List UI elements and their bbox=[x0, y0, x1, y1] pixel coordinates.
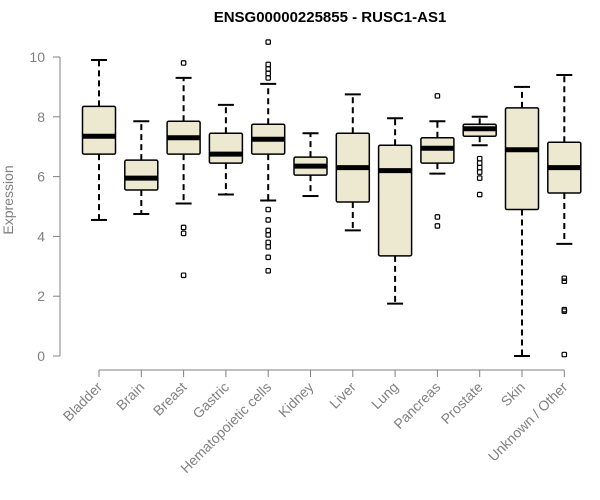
outlier-point bbox=[265, 217, 272, 223]
x-tick-label: Skin bbox=[498, 379, 529, 410]
box-lung bbox=[377, 117, 413, 305]
outlier-point bbox=[265, 61, 272, 68]
x-tick-label: Kidney bbox=[275, 379, 317, 421]
x-tick-label: Prostate bbox=[438, 379, 486, 427]
outlier-point bbox=[476, 164, 483, 171]
x-tick-label: Unknown / Other bbox=[485, 379, 571, 465]
outlier-point bbox=[265, 239, 272, 246]
iqr-box bbox=[81, 105, 117, 155]
x-tick-label: Pancreas bbox=[390, 379, 443, 432]
y-tick-label: 4 bbox=[37, 228, 45, 244]
box-hematopoietic-cells bbox=[250, 39, 286, 274]
y-tick-label: 10 bbox=[29, 49, 45, 65]
x-tick-label: Bladder bbox=[60, 379, 106, 425]
box-breast bbox=[166, 60, 201, 279]
box-gastric bbox=[208, 103, 244, 196]
box-unknown-other bbox=[547, 73, 582, 358]
box-liver bbox=[335, 93, 371, 232]
outlier-point bbox=[476, 160, 483, 166]
x-tick-label: Brain bbox=[113, 379, 147, 413]
outlier-point bbox=[265, 75, 272, 81]
outlier-point bbox=[265, 206, 272, 213]
y-axis: 0 2 4 6 8 10 bbox=[29, 49, 61, 364]
outlier-point bbox=[180, 60, 187, 66]
box-pancreas bbox=[420, 93, 455, 229]
outlier-point bbox=[476, 155, 483, 162]
outlier-point bbox=[476, 191, 483, 198]
outlier-point bbox=[180, 272, 187, 279]
box-skin bbox=[504, 85, 540, 357]
outlier-point bbox=[434, 93, 441, 99]
outlier-point bbox=[265, 66, 272, 72]
outlier-point bbox=[265, 39, 272, 45]
box-bladder bbox=[81, 58, 117, 221]
outlier-point bbox=[476, 175, 483, 181]
outlier-point bbox=[561, 351, 568, 358]
outlier-point bbox=[434, 223, 441, 229]
outlier-point bbox=[265, 244, 272, 250]
iqr-box bbox=[377, 144, 413, 257]
x-tick-label: Breast bbox=[150, 379, 190, 419]
x-tick-label: Liver bbox=[326, 379, 359, 412]
outlier-point bbox=[561, 275, 568, 282]
iqr-box bbox=[124, 159, 159, 191]
box-brain bbox=[124, 120, 159, 215]
box-kidney bbox=[293, 132, 328, 198]
outlier-point bbox=[180, 224, 187, 231]
outlier-point bbox=[561, 308, 568, 314]
outlier-point bbox=[476, 169, 483, 175]
outlier-point bbox=[265, 227, 272, 234]
box-series bbox=[81, 39, 582, 358]
iqr-box bbox=[504, 107, 540, 211]
outlier-point bbox=[265, 232, 272, 238]
x-tick-label: Lung bbox=[368, 379, 401, 412]
outlier-point bbox=[265, 70, 272, 77]
outlier-point bbox=[561, 278, 568, 285]
outlier-point bbox=[265, 254, 272, 261]
chart-title: ENSG00000225855 - RUSC1-AS1 bbox=[214, 9, 447, 26]
outlier-point bbox=[265, 267, 272, 274]
y-axis-label: Expression bbox=[0, 165, 16, 234]
y-tick-label: 0 bbox=[37, 348, 45, 364]
outlier-point bbox=[434, 214, 441, 220]
outlier-point bbox=[180, 230, 187, 237]
y-tick-label: 8 bbox=[37, 109, 45, 125]
y-tick-label: 2 bbox=[37, 288, 45, 304]
iqr-box bbox=[208, 132, 244, 164]
box-prostate bbox=[462, 115, 497, 198]
y-tick-label: 6 bbox=[37, 169, 45, 185]
